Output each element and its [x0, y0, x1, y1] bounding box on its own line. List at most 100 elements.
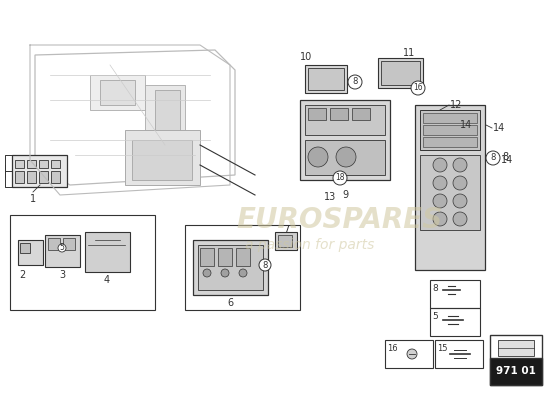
- Bar: [435, 340, 483, 368]
- Bar: [198, 245, 263, 290]
- Text: 4: 4: [104, 275, 110, 285]
- Text: 10: 10: [300, 52, 312, 62]
- Bar: [423, 137, 477, 147]
- Text: 5: 5: [432, 312, 438, 321]
- Text: 15: 15: [437, 344, 448, 353]
- Bar: [381, 61, 420, 85]
- Circle shape: [486, 151, 500, 165]
- Circle shape: [407, 349, 417, 359]
- Bar: [308, 108, 326, 120]
- Bar: [63, 238, 75, 250]
- Text: 13: 13: [324, 192, 336, 202]
- Text: 8: 8: [262, 260, 268, 270]
- Text: 2: 2: [19, 270, 25, 280]
- Bar: [490, 335, 542, 385]
- Bar: [415, 105, 485, 270]
- Bar: [15, 160, 24, 168]
- Circle shape: [336, 147, 356, 167]
- Text: 3: 3: [59, 270, 65, 280]
- Text: 9: 9: [342, 190, 348, 200]
- Bar: [420, 110, 480, 150]
- Bar: [308, 68, 344, 90]
- Bar: [352, 108, 370, 120]
- Bar: [27, 160, 36, 168]
- Circle shape: [411, 81, 425, 95]
- Circle shape: [259, 259, 271, 271]
- Text: EUROSPARES: EUROSPARES: [237, 206, 443, 234]
- Circle shape: [221, 269, 229, 277]
- Circle shape: [433, 158, 447, 172]
- Bar: [39, 160, 48, 168]
- Text: 6: 6: [227, 298, 233, 308]
- Text: 16: 16: [413, 84, 423, 92]
- Circle shape: [308, 147, 328, 167]
- Bar: [100, 80, 135, 105]
- Bar: [200, 248, 214, 266]
- Text: 18: 18: [336, 174, 345, 182]
- Text: 12: 12: [450, 100, 463, 110]
- Text: 5: 5: [59, 244, 64, 252]
- Text: 8: 8: [353, 78, 358, 86]
- Bar: [90, 75, 145, 110]
- Bar: [125, 130, 200, 185]
- Bar: [85, 232, 130, 272]
- Circle shape: [433, 194, 447, 208]
- Bar: [10, 215, 155, 310]
- Circle shape: [453, 194, 467, 208]
- Bar: [218, 248, 232, 266]
- Bar: [490, 358, 542, 385]
- Bar: [48, 238, 60, 250]
- Text: 1: 1: [30, 194, 36, 204]
- Circle shape: [453, 176, 467, 190]
- Bar: [275, 232, 297, 250]
- Bar: [27, 171, 36, 183]
- Bar: [420, 155, 480, 230]
- Circle shape: [453, 212, 467, 226]
- Bar: [185, 225, 300, 310]
- Text: 14: 14: [460, 120, 472, 130]
- Text: 14: 14: [501, 155, 513, 165]
- Text: 971 01: 971 01: [496, 366, 536, 376]
- Bar: [45, 235, 80, 267]
- Circle shape: [203, 269, 211, 277]
- Bar: [305, 140, 385, 175]
- Bar: [305, 65, 347, 93]
- Bar: [423, 113, 477, 123]
- Bar: [132, 140, 192, 180]
- Bar: [20, 243, 30, 253]
- Bar: [39, 171, 48, 183]
- Circle shape: [58, 244, 66, 252]
- Text: 8: 8: [432, 284, 438, 293]
- Bar: [378, 58, 423, 88]
- Bar: [51, 160, 60, 168]
- Bar: [51, 171, 60, 183]
- Bar: [430, 308, 480, 336]
- Text: 14: 14: [493, 123, 505, 133]
- Circle shape: [453, 158, 467, 172]
- Bar: [385, 340, 433, 368]
- Bar: [278, 235, 292, 247]
- Bar: [236, 248, 250, 266]
- Bar: [305, 105, 385, 135]
- Bar: [430, 280, 480, 308]
- Bar: [15, 171, 24, 183]
- Circle shape: [433, 176, 447, 190]
- Text: 8: 8: [490, 154, 496, 162]
- Bar: [330, 108, 348, 120]
- Text: 7: 7: [283, 225, 289, 235]
- Text: 11: 11: [403, 48, 415, 58]
- Circle shape: [239, 269, 247, 277]
- Circle shape: [433, 212, 447, 226]
- Bar: [155, 90, 180, 140]
- Circle shape: [333, 171, 347, 185]
- Bar: [12, 155, 67, 187]
- Text: a passion for parts: a passion for parts: [245, 238, 375, 252]
- Bar: [145, 85, 185, 145]
- Text: 16: 16: [387, 344, 398, 353]
- Bar: [423, 125, 477, 135]
- Text: 8: 8: [502, 152, 508, 162]
- Bar: [193, 240, 268, 295]
- Bar: [300, 100, 390, 180]
- Bar: [498, 340, 534, 356]
- Circle shape: [348, 75, 362, 89]
